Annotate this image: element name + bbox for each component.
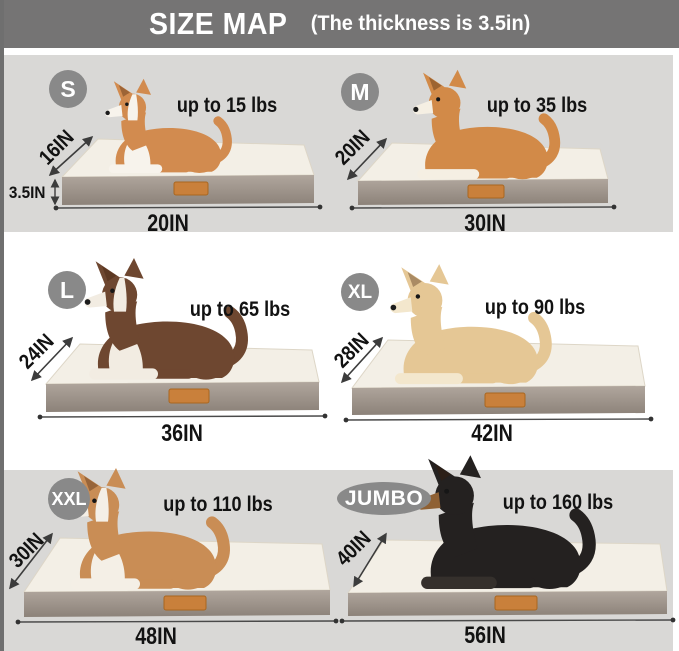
length-dimension-label: 36IN	[161, 420, 203, 447]
dimension-endpoint-dot	[343, 417, 349, 423]
weight-limit-label: up to 35 lbs	[486, 94, 588, 117]
dimension-endpoint-dot	[611, 204, 617, 210]
dimension-endpoint-dot	[349, 205, 355, 211]
weight-limit-label: up to 90 lbs	[484, 296, 586, 319]
size-panel-l: L up to 65 lbs 24IN 36IN	[4, 232, 340, 470]
size-panel-m: M up to 35 lbs 20IN 30IN	[331, 55, 673, 237]
size-badge-xl: XL	[341, 273, 379, 311]
brand-tag	[173, 181, 209, 196]
brand-tag	[494, 595, 538, 611]
bottom-dimension-line	[39, 415, 326, 418]
bottom-dimension-line	[345, 418, 652, 421]
length-dimension-label: 56IN	[464, 622, 506, 649]
thickness-dimension-label: 3.5IN	[8, 183, 46, 202]
dimension-endpoint-dot	[322, 413, 328, 419]
shiba-inu-dog-illustration	[413, 69, 555, 180]
bottom-dimension-line	[351, 206, 615, 209]
length-dimension-label: 42IN	[471, 420, 513, 447]
weight-limit-label: up to 65 lbs	[189, 298, 291, 321]
size-s-scene	[48, 78, 323, 211]
dimension-endpoint-dot	[648, 416, 654, 422]
dimension-endpoint-dot	[333, 618, 339, 624]
left-edge-strip	[0, 0, 4, 651]
weight-limit-label: up to 110 lbs	[163, 493, 273, 516]
size-badge-jumbo: JUMBO	[337, 482, 431, 515]
brand-tag	[484, 392, 526, 408]
diagonal-dimension-arrow	[346, 137, 388, 181]
bottom-dimension-line	[17, 620, 337, 623]
size-panel-s: S up to 15 lbs 16IN 3.5IN 20IN	[4, 55, 340, 237]
bottom-dimension-line	[55, 206, 321, 209]
size-panel-jumbo: JUMBO up to 160 lbs 40IN 56IN	[332, 455, 676, 651]
size-m-scene	[346, 69, 617, 211]
bottom-dimension-line	[341, 619, 674, 622]
diagonal-dimension-arrow	[353, 532, 387, 588]
size-xl-scene	[340, 264, 654, 423]
diagonal-dimension-arrow	[30, 336, 74, 382]
dimension-endpoint-dot	[53, 205, 59, 211]
size-badge-s: S	[49, 70, 87, 108]
dimension-endpoint-dot	[37, 414, 43, 420]
dimension-endpoint-dot	[15, 619, 21, 625]
header-bar: SIZE MAP (The thickness is 3.5in)	[0, 0, 679, 48]
diagonal-dimension-arrow	[340, 336, 384, 384]
size-panel-xl: XL up to 90 lbs 28IN 42IN	[330, 232, 673, 470]
size-xxl-scene	[9, 468, 339, 625]
diagonal-dimension-arrow	[9, 532, 53, 590]
brand-tag	[168, 388, 210, 404]
size-badge-l: L	[48, 271, 86, 309]
size-panel-xxl: XXL up to 110 lbs 30IN 48IN	[4, 468, 340, 651]
golden-retriever-dog-illustration	[390, 264, 546, 385]
doberman-dog-illustration	[416, 455, 590, 589]
size-badge-xxl: XXL	[48, 478, 90, 520]
dimension-endpoint-dot	[339, 618, 345, 624]
brand-tag	[467, 184, 505, 199]
size-l-scene	[30, 258, 328, 420]
corgi-dog-illustration	[105, 78, 228, 174]
alaskan-malamute-dog-illustration	[66, 468, 224, 590]
page-title: SIZE MAP	[148, 6, 288, 41]
page-subtitle: (The thickness is 3.5in)	[310, 12, 531, 35]
length-dimension-label: 20IN	[147, 210, 189, 237]
brand-tag	[163, 595, 207, 611]
diagonal-dimension-arrow	[48, 135, 94, 177]
size-badge-m: M	[341, 73, 379, 111]
dimension-endpoint-dot	[317, 204, 323, 210]
weight-limit-label: up to 160 lbs	[502, 491, 614, 514]
size-jumbo-scene	[339, 455, 676, 624]
weight-limit-label: up to 15 lbs	[176, 94, 278, 117]
dimension-endpoint-dot	[670, 617, 676, 623]
length-dimension-label: 30IN	[464, 210, 506, 237]
length-dimension-label: 48IN	[135, 623, 177, 650]
